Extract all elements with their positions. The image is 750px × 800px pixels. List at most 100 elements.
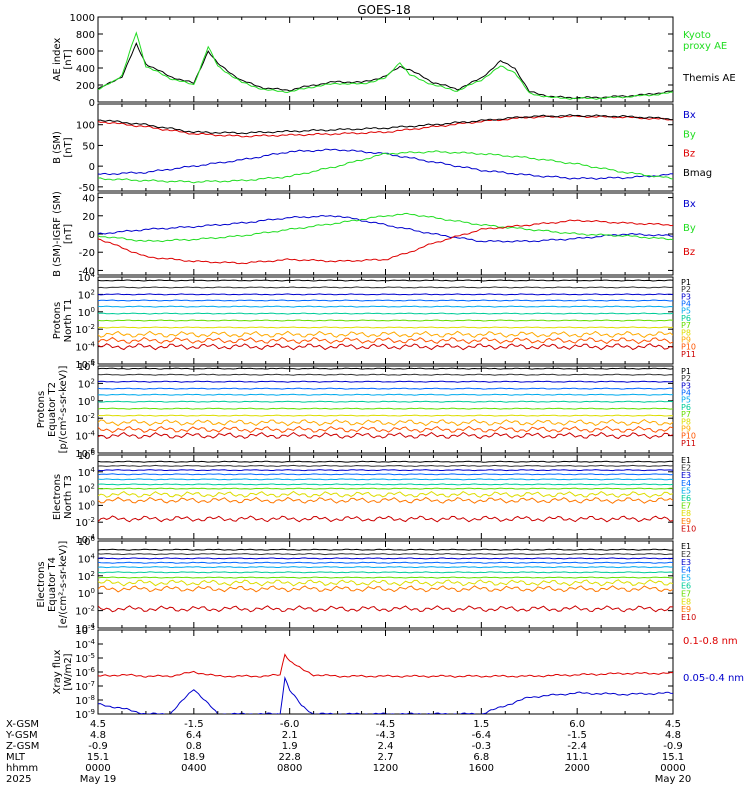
legend-entry: 0.1-0.8 nm <box>683 636 738 647</box>
legend-entry: Bx <box>683 199 696 210</box>
channel-label: P1 <box>681 278 691 287</box>
y-tick-label: 100 <box>76 121 95 132</box>
y-axis-label-line: [nT] <box>63 137 74 157</box>
y-tick-label: -20 <box>79 248 95 259</box>
x-axis-value: 0400 <box>181 763 206 774</box>
y-tick-label: -50 <box>79 183 95 194</box>
y-axis-label-line: [nT] <box>63 49 74 69</box>
tick-exponent: 2 <box>91 288 95 296</box>
y-tick-label: 10-2 <box>75 412 95 425</box>
channel-label: E9 <box>681 605 691 614</box>
y-tick-label: -40 <box>79 266 95 277</box>
x-axis-value: 18.9 <box>183 752 205 763</box>
channel-line-e6 <box>98 483 673 486</box>
tick-exponent: 4 <box>91 271 96 279</box>
y-tick-label: 10-3 <box>75 624 95 637</box>
channel-line-e4 <box>98 473 673 476</box>
channel-line-e7 <box>98 576 673 579</box>
y-tick-label: 104 <box>78 552 96 565</box>
panel-frame <box>97 192 674 276</box>
x-axis-value: 0.8 <box>186 741 202 752</box>
channel-label: E10 <box>681 524 696 533</box>
series-line-by <box>98 212 673 243</box>
x-axis-row-label: 2025 <box>6 774 31 785</box>
legend-entry: Bx <box>683 110 696 121</box>
y-axis-label-line: [nT] <box>63 224 74 244</box>
channel-label: P11 <box>681 439 696 448</box>
channel-label: P7 <box>681 410 691 419</box>
legend-entry: proxy AE <box>683 41 727 52</box>
channel-label: E1 <box>681 456 691 465</box>
series-group <box>98 367 673 440</box>
tick-exponent: -2 <box>88 412 95 420</box>
legend-entry: Bmag <box>683 168 712 179</box>
channel-label: E5 <box>681 574 691 583</box>
y-tick-label: 600 <box>76 47 95 58</box>
y-tick-label: 0 <box>89 162 95 173</box>
y-axis-label-line: Protons <box>52 302 63 339</box>
channel-line-p3 <box>98 293 673 296</box>
x-axis-value: 1600 <box>469 763 494 774</box>
channel-label: E8 <box>681 597 691 606</box>
channel-label: E8 <box>681 509 691 518</box>
x-axis-value: 2.4 <box>378 741 394 752</box>
y-axis-label: Xray flux[W/m2] <box>52 650 74 695</box>
channel-label: P4 <box>681 389 691 398</box>
y-tick-label: 100 <box>78 395 95 408</box>
panel-1: 0 200 400 600 800 1000 AE index[nT] Kyotoproxy … <box>52 13 736 109</box>
channel-label: E6 <box>681 494 691 503</box>
channel-line-e3 <box>98 469 673 472</box>
channel-line-p3 <box>98 380 673 383</box>
channel-line-p9 <box>98 330 673 338</box>
y-tick-label: 10-4 <box>75 638 95 651</box>
channel-label: E7 <box>681 502 691 511</box>
channel-line-p5 <box>98 393 673 396</box>
y-tick-label: 20 <box>82 212 95 223</box>
tick-exponent: 0 <box>91 587 95 595</box>
y-axis-label: ProtonsNorth T1 <box>52 299 74 343</box>
channel-label: E2 <box>681 550 691 559</box>
y-tick-label: 40 <box>82 194 95 205</box>
tick-exponent: -3 <box>88 624 95 632</box>
channel-label: P5 <box>681 307 691 316</box>
x-axis-value: 6.0 <box>569 719 585 730</box>
legend-entry: 0.05-0.4 nm <box>683 673 744 684</box>
tick-exponent: -4 <box>88 622 96 630</box>
x-axis-value: 4.8 <box>90 730 106 741</box>
channel-line-p7 <box>98 319 673 322</box>
channel-line-p9 <box>98 419 673 427</box>
channel-line-e8 <box>98 579 673 587</box>
x-axis-value: -0.9 <box>88 741 108 752</box>
channel-label: P8 <box>681 417 691 426</box>
channel-line-p8 <box>98 326 673 329</box>
x-axis-value: 4.8 <box>665 730 681 741</box>
x-axis-value: May 19 <box>80 774 117 785</box>
y-axis-label-line: Electrons <box>52 474 63 520</box>
channel-label: P11 <box>681 350 696 359</box>
series-line-themis-ae <box>98 42 673 100</box>
x-axis-value: -1.5 <box>567 730 587 741</box>
panel-frame <box>97 365 674 454</box>
panel-frame <box>97 629 674 715</box>
channel-line-e7 <box>98 487 673 490</box>
channel-line-p7 <box>98 407 673 410</box>
y-tick-label: 10-4 <box>75 430 95 443</box>
channel-label: P9 <box>681 424 691 433</box>
x-axis-value: -1.5 <box>184 719 204 730</box>
y-axis-label-line: Equator T2 <box>47 382 58 437</box>
channel-line-p6 <box>98 312 673 315</box>
y-axis-label-line: Equator T4 <box>47 557 58 612</box>
series-line-bx <box>98 215 673 243</box>
channel-label: P10 <box>681 432 696 441</box>
tick-exponent: -6 <box>88 358 96 366</box>
tick-exponent: 6 <box>91 535 96 543</box>
tick-exponent: -8 <box>88 694 95 702</box>
legend-entry: Kyoto <box>683 30 711 41</box>
tick-exponent: 2 <box>91 570 95 578</box>
y-axis-label-line: [W/m2] <box>63 653 74 690</box>
